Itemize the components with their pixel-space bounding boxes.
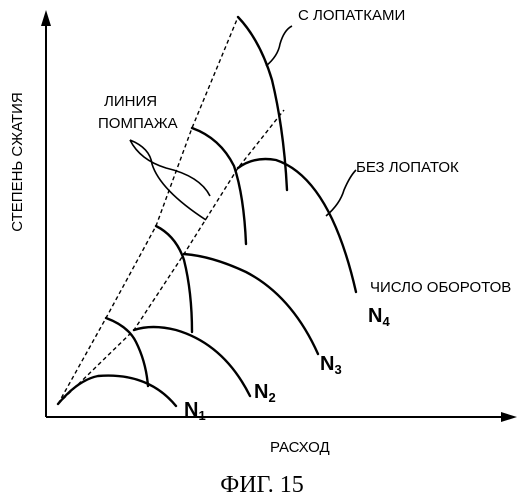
speed-line-index-n2: 2 [268,390,275,405]
speed-line-label-n1: N1 [184,399,206,423]
leader-without-vanes [326,170,356,216]
speed-curves-without-vanes [58,159,356,406]
axes [41,10,517,422]
surge-line-without-vanes [58,110,284,404]
without-vanes-label: БЕЗ ЛОПАТОК [356,159,459,176]
curve-n4-without-vanes [238,159,356,292]
curve-n2-with-vanes [156,226,192,332]
speed-line-index-n1: 1 [198,408,205,423]
leader-surge-2 [130,140,210,196]
curve-n1-without-vanes [58,376,176,406]
speed-line-label-n2: N2 [254,381,276,405]
surge-line-label-line2: ПОМПАЖА [98,115,178,132]
curve-n3-with-vanes [192,128,246,244]
figure-caption: ФИГ. 15 [220,472,303,498]
speed-line-label-n4: N4 [368,305,390,329]
curve-n3-without-vanes [184,254,318,354]
surge-line-label-line1: ЛИНИЯ [104,93,157,110]
surge-lines [58,17,284,404]
x-axis-label: РАСХОД [270,439,330,456]
with-vanes-label: С ЛОПАТКАМИ [298,7,405,24]
x-axis-arrow [501,412,517,422]
speed-line-index-n3: 3 [334,362,341,377]
speed-line-letter-n2: N [254,381,268,403]
y-axis-label: СТЕПЕНЬ СЖАТИЯ [9,92,26,231]
speed-line-letter-n4: N [368,305,382,327]
speed-line-index-n4: 4 [382,314,390,329]
speed-line-letter-n3: N [320,353,334,375]
speed-line-letter-n1: N [184,399,198,421]
speed-line-label-n3: N3 [320,353,342,377]
leader-with-vanes [266,26,292,66]
y-axis-arrow [41,10,51,26]
speed-label: ЧИСЛО ОБОРОТОВ [370,279,511,296]
